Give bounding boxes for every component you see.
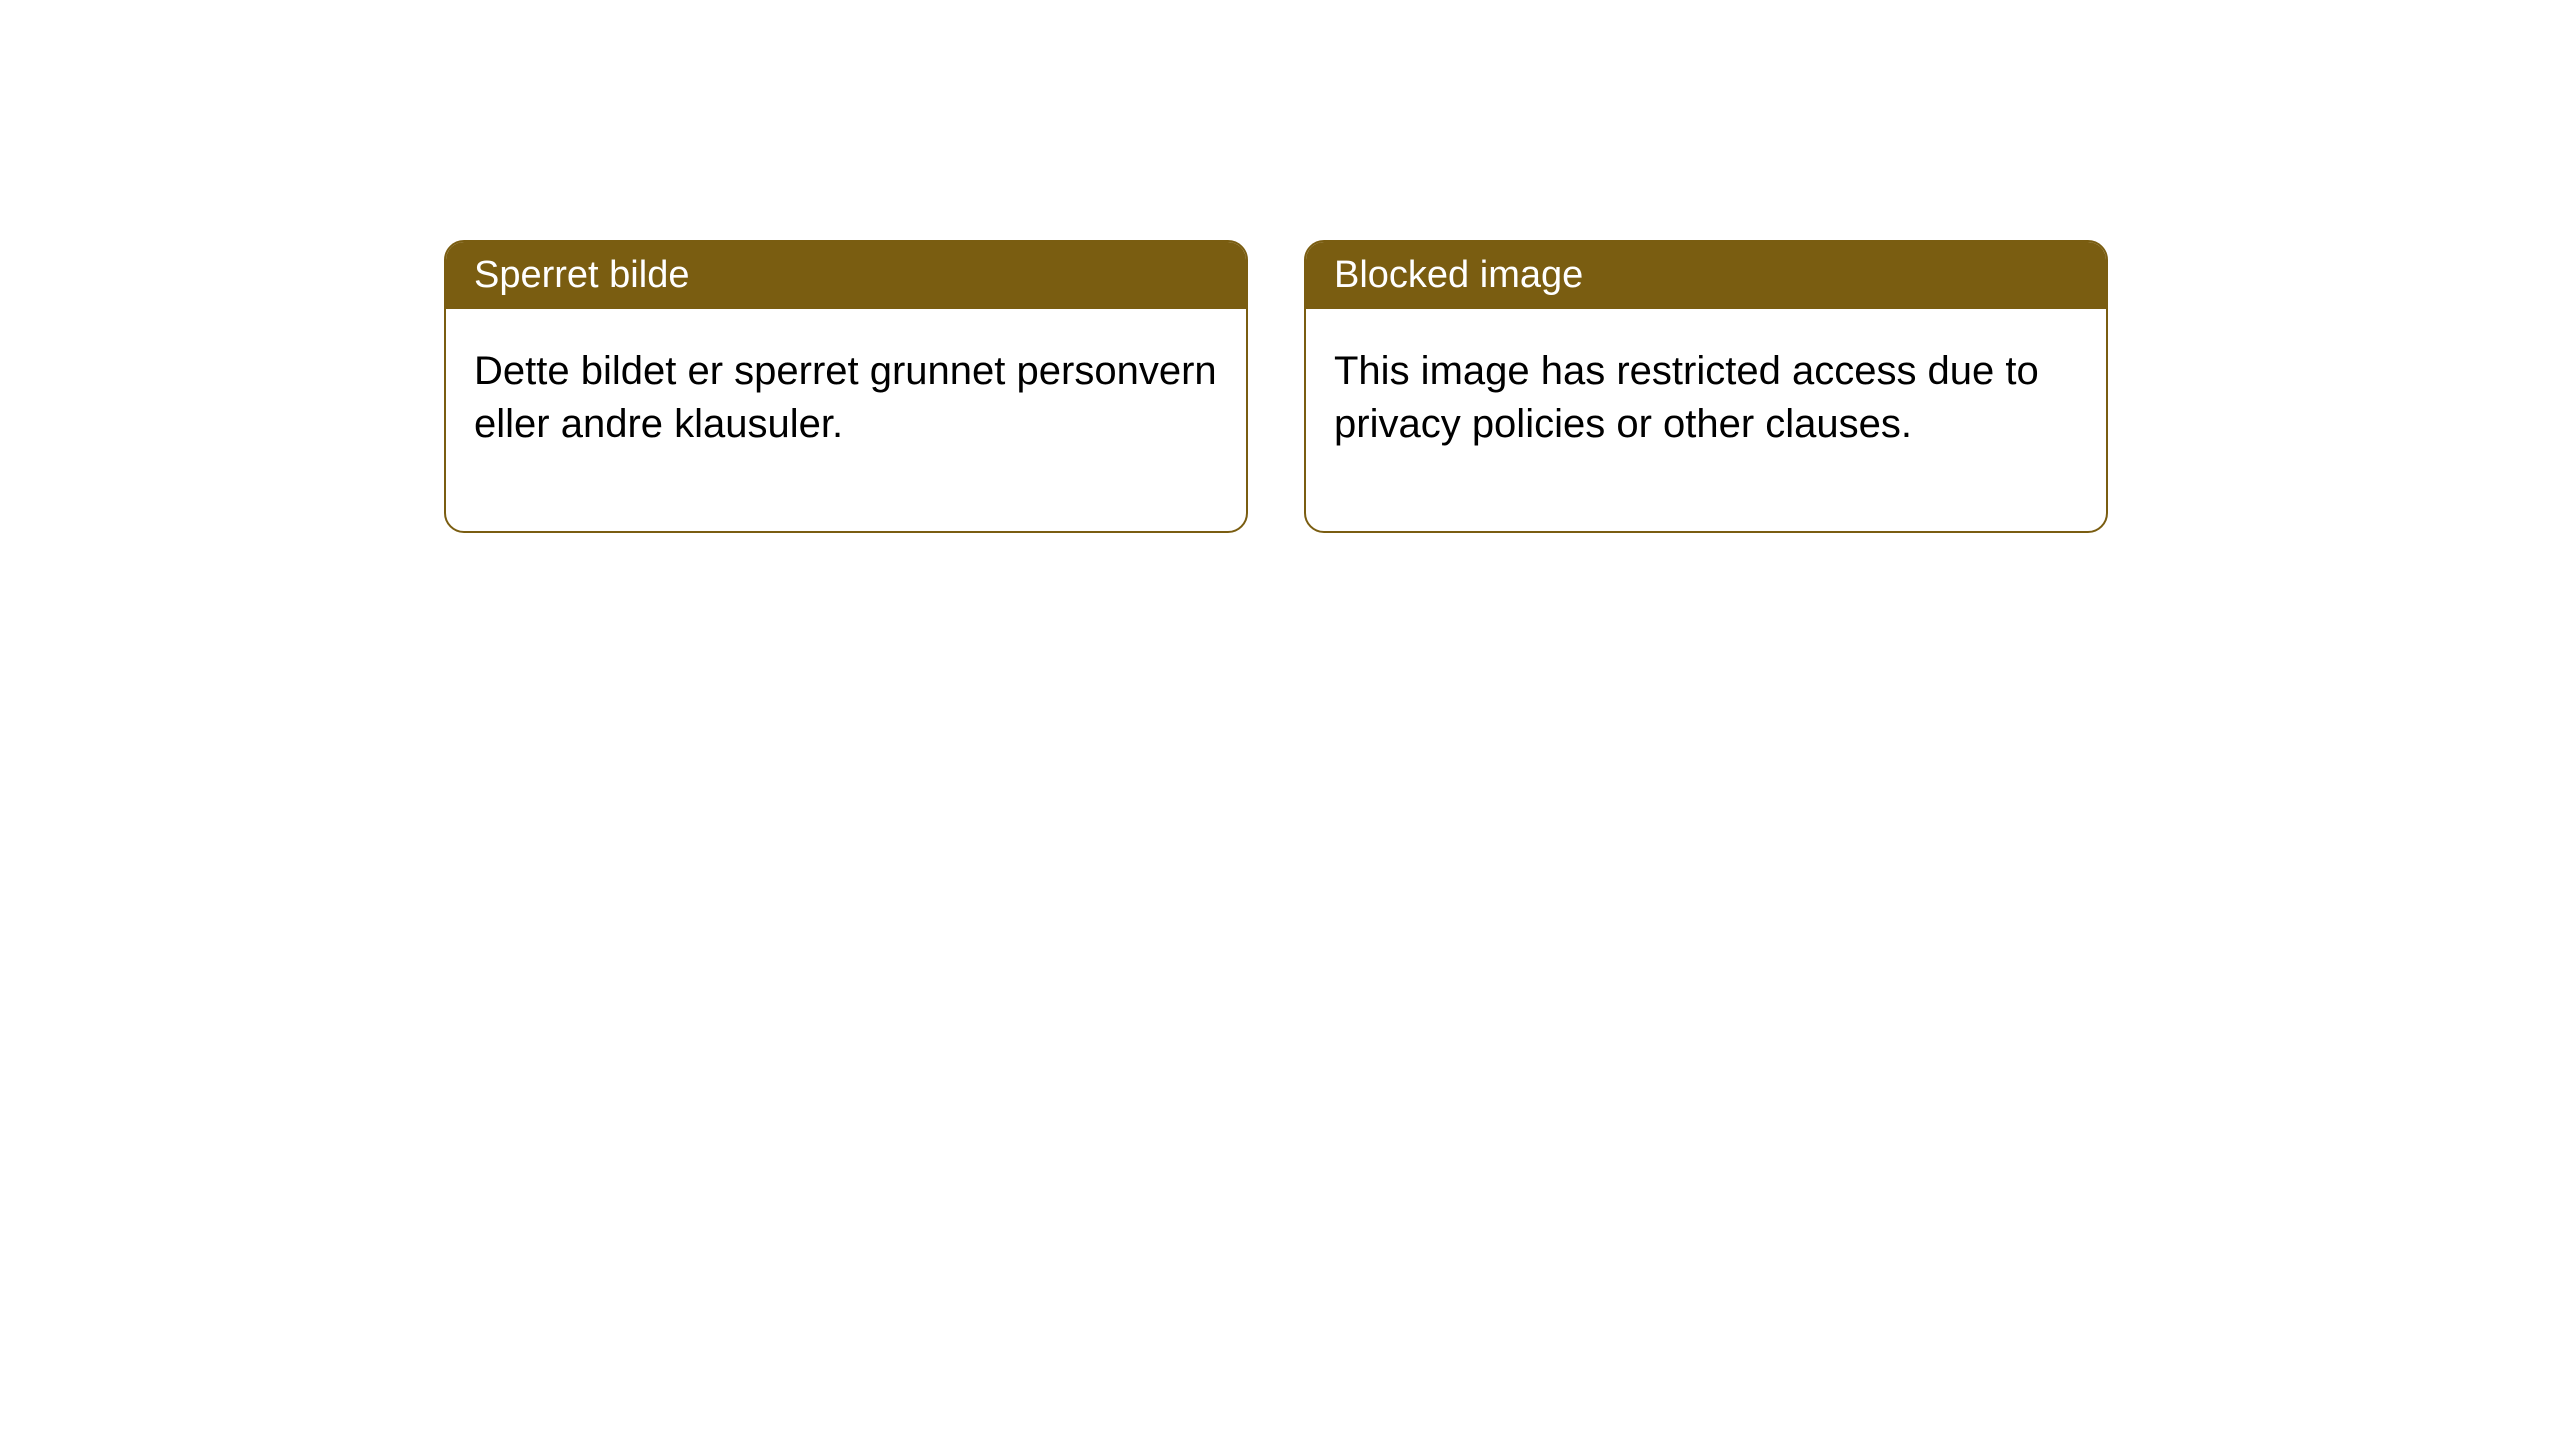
cards-container: Sperret bilde Dette bildet er sperret gr…: [0, 0, 2560, 533]
card-title: Sperret bilde: [474, 254, 689, 296]
card-body-text: This image has restricted access due to …: [1334, 349, 2039, 446]
card-header: Blocked image: [1306, 242, 2106, 309]
card-body-text: Dette bildet er sperret grunnet personve…: [474, 349, 1217, 446]
blocked-image-card-english: Blocked image This image has restricted …: [1304, 240, 2108, 533]
blocked-image-card-norwegian: Sperret bilde Dette bildet er sperret gr…: [444, 240, 1248, 533]
card-header: Sperret bilde: [446, 242, 1246, 309]
card-title: Blocked image: [1334, 254, 1583, 296]
card-body: Dette bildet er sperret grunnet personve…: [446, 309, 1246, 531]
card-body: This image has restricted access due to …: [1306, 309, 2106, 531]
